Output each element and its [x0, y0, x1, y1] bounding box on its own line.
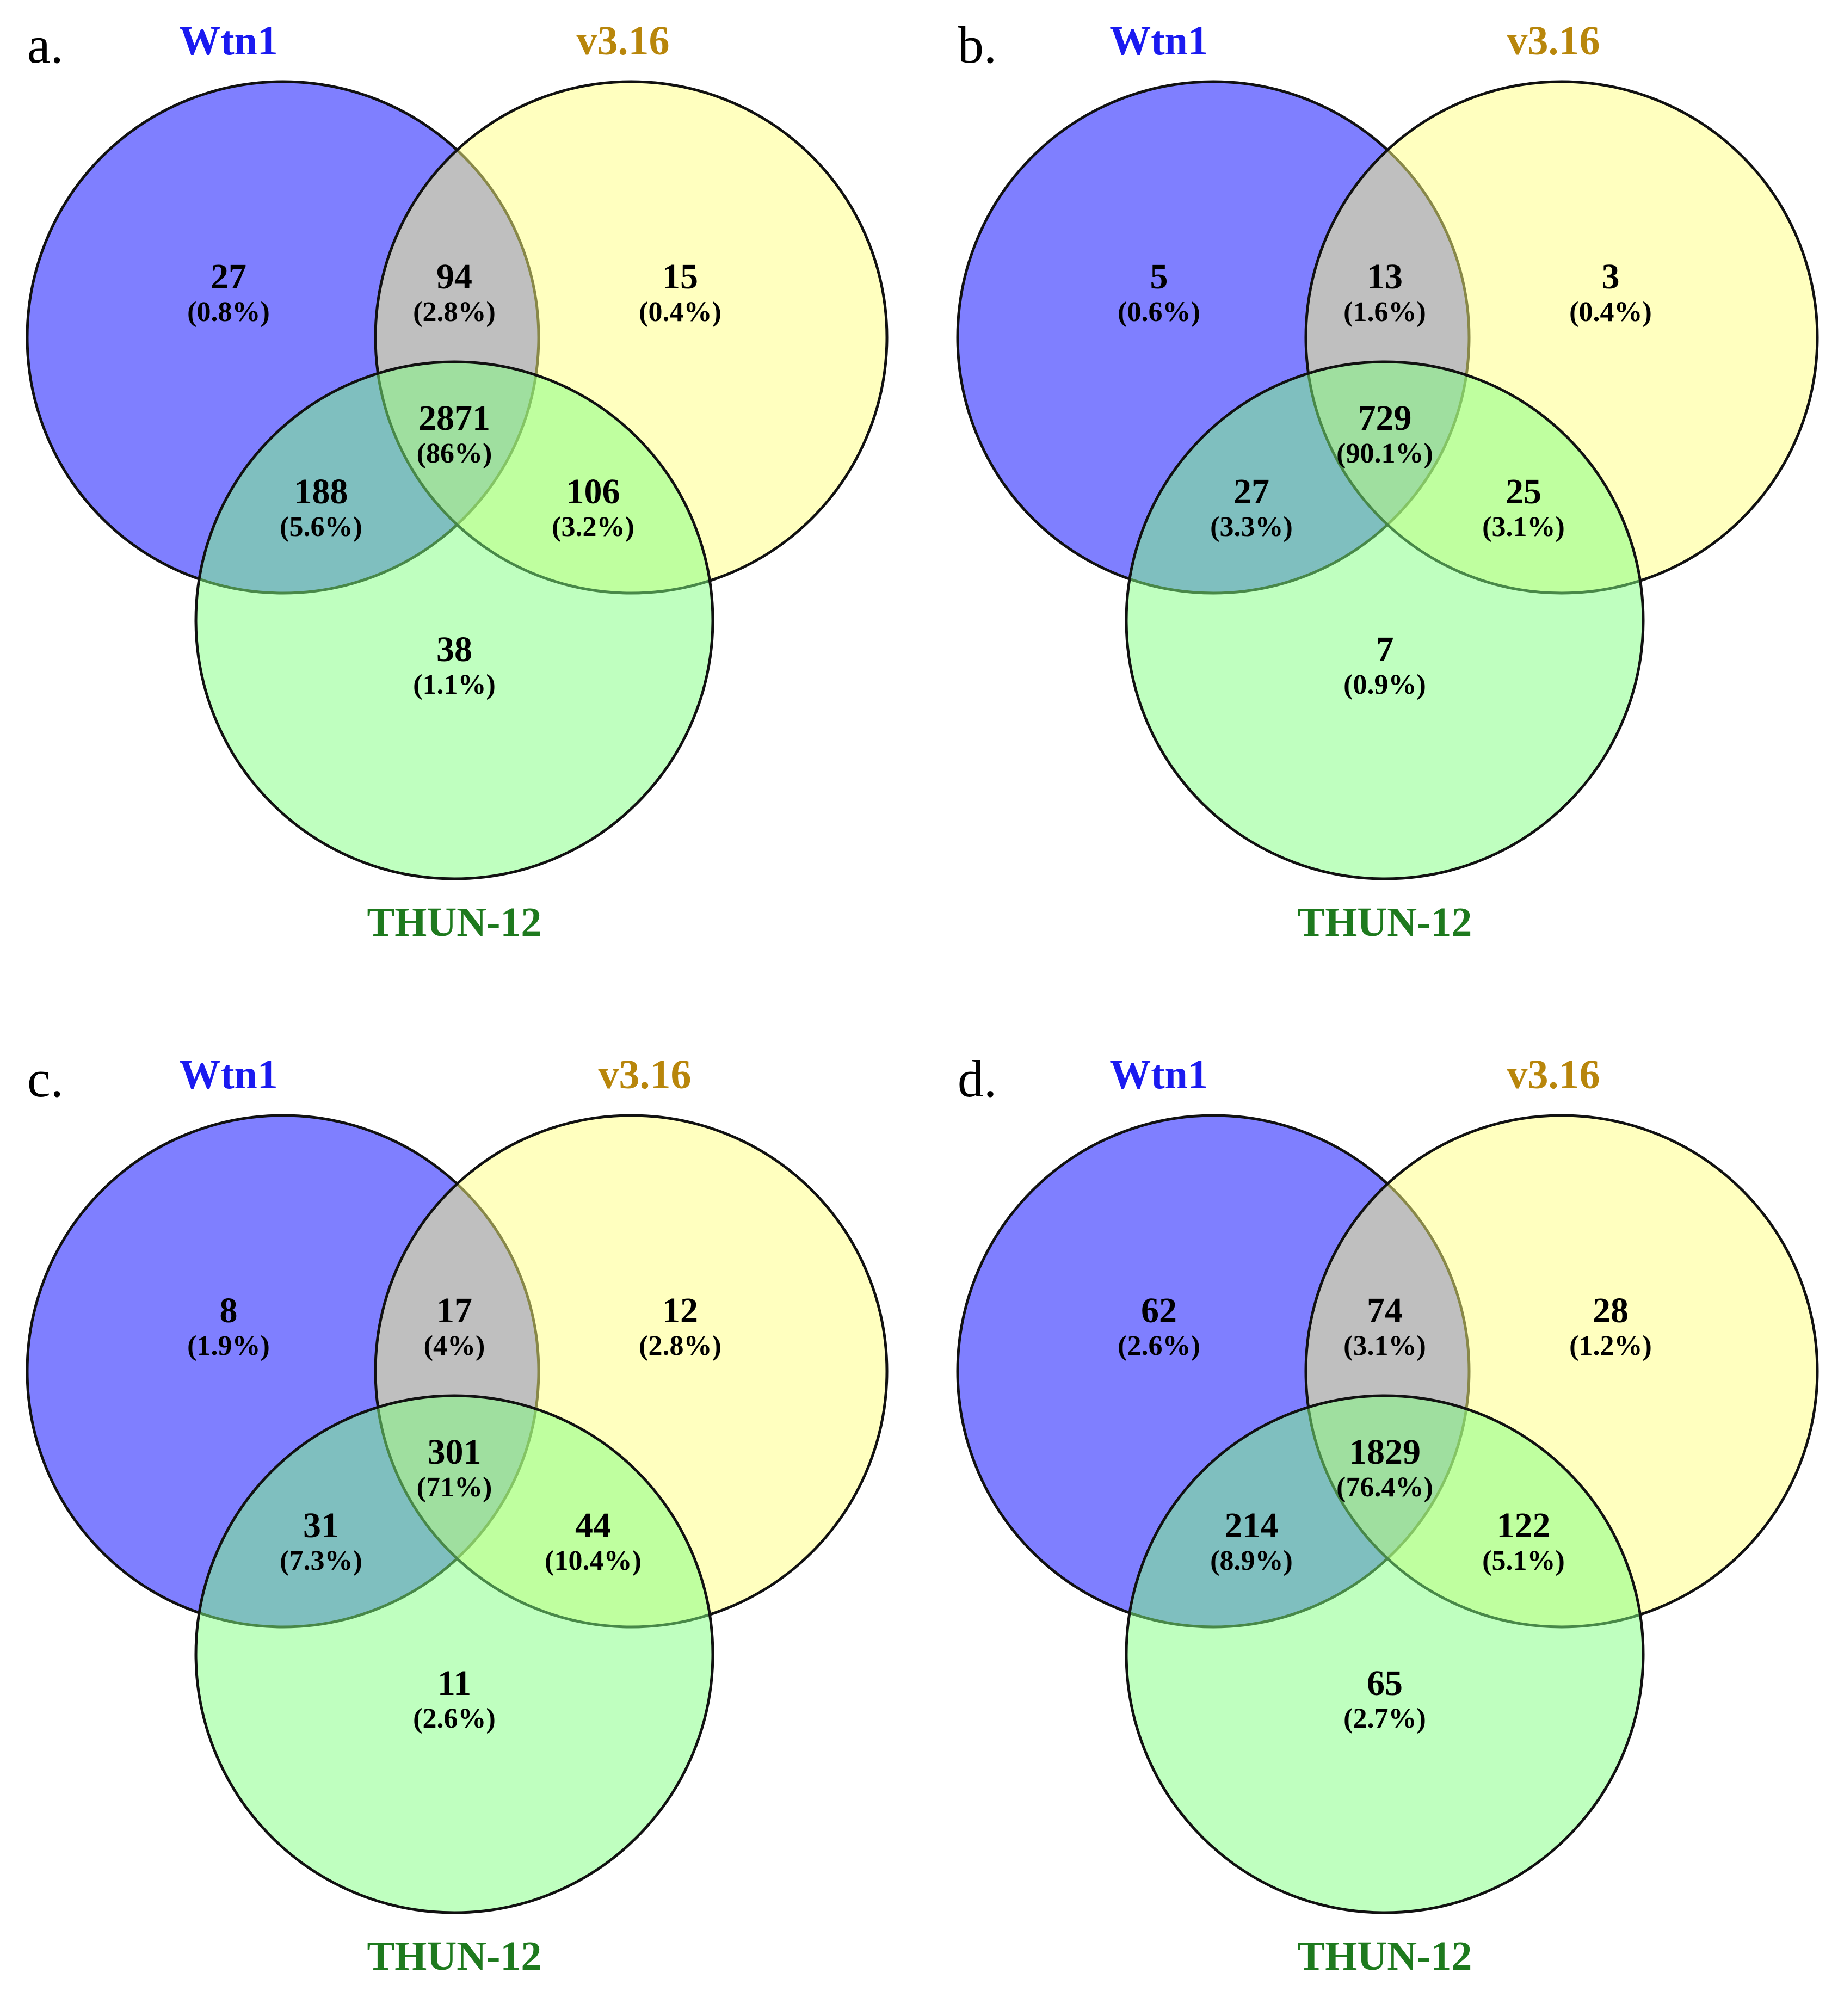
region-b_only-count: 12	[662, 1291, 698, 1330]
region-ab-count: 94	[436, 257, 472, 297]
region-bc-percent: (5.1%)	[1482, 1545, 1565, 1576]
set-label-wtn1: Wtn1	[179, 18, 278, 64]
region-c_only-count: 11	[437, 1663, 471, 1703]
region-b_only-count: 15	[662, 257, 698, 297]
region-b_only-percent: (1.2%)	[1569, 1330, 1652, 1361]
region-b_only-percent: (0.4%)	[1569, 297, 1652, 328]
set-label-v316: v3.16	[1507, 18, 1600, 64]
region-bc-percent: (10.4%)	[545, 1545, 642, 1576]
region-c_only-count: 38	[436, 630, 472, 669]
region-bc-percent: (3.1%)	[1482, 511, 1565, 542]
venn-panel-a: a. Wtn1 v3.16 THUN-12 27(0.8%) 94(2.8%) 15(0.4…	[26, 16, 889, 945]
set-label-thun12: THUN-12	[1298, 1933, 1472, 1979]
region-abc-percent: (76.4%)	[1336, 1472, 1433, 1503]
set-label-v316: v3.16	[1507, 1052, 1600, 1098]
set-label-v316: v3.16	[577, 18, 670, 64]
region-abc-percent: (90.1%)	[1336, 438, 1433, 469]
region-bc-percent: (3.2%)	[552, 511, 634, 542]
panel-letter: b.	[958, 16, 997, 74]
region-ab-count: 13	[1367, 257, 1403, 297]
region-abc-count: 2871	[418, 398, 490, 438]
region-a_only-count: 8	[220, 1291, 238, 1330]
region-ac-percent: (7.3%)	[280, 1545, 362, 1576]
region-abc-percent: (71%)	[417, 1472, 492, 1503]
region-ac-count: 188	[294, 472, 348, 511]
region-c_only-count: 7	[1376, 630, 1394, 669]
region-ab-percent: (4%)	[424, 1330, 485, 1361]
region-b_only-percent: (0.4%)	[639, 297, 721, 328]
region-abc-count: 1829	[1349, 1432, 1421, 1472]
region-ac-count: 214	[1225, 1506, 1279, 1545]
panel-letter: d.	[958, 1050, 997, 1108]
region-ab-percent: (1.6%)	[1343, 297, 1426, 328]
venn-panel-d: d. Wtn1 v3.16 THUN-12 62(2.6%) 74(3.1%) 28(1.2…	[956, 1050, 1819, 1979]
region-c_only-count: 65	[1367, 1663, 1403, 1703]
region-a_only-percent: (1.9%)	[187, 1330, 270, 1361]
region-abc-count: 729	[1358, 398, 1412, 438]
region-ac-count: 27	[1233, 472, 1269, 511]
set-label-wtn1: Wtn1	[1109, 1052, 1208, 1098]
region-b_only-percent: (2.8%)	[639, 1330, 721, 1361]
set-label-wtn1: Wtn1	[1109, 18, 1208, 64]
region-ac-count: 31	[303, 1506, 339, 1545]
region-c_only-percent: (2.6%)	[413, 1703, 496, 1734]
region-ab-percent: (2.8%)	[413, 297, 496, 328]
region-c_only-percent: (1.1%)	[413, 669, 496, 700]
region-a_only-count: 5	[1150, 257, 1168, 297]
region-c_only-percent: (0.9%)	[1343, 669, 1426, 700]
region-ac-percent: (5.6%)	[280, 511, 362, 542]
region-bc-count: 44	[575, 1506, 611, 1545]
region-bc-count: 106	[566, 472, 620, 511]
set-label-thun12: THUN-12	[1298, 899, 1472, 945]
venn-panel-c: c. Wtn1 v3.16 THUN-12 8(1.9%) 17(4%) 12(2.8%) 3…	[26, 1050, 889, 1979]
panel-letter: c.	[27, 1050, 64, 1108]
region-a_only-count: 27	[211, 257, 246, 297]
panel-letter: a.	[27, 16, 64, 74]
region-ab-count: 17	[436, 1291, 472, 1330]
region-ab-count: 74	[1367, 1291, 1403, 1330]
region-a_only-percent: (0.8%)	[187, 297, 270, 328]
region-bc-count: 25	[1506, 472, 1541, 511]
set-label-thun12: THUN-12	[367, 899, 542, 945]
set-label-wtn1: Wtn1	[179, 1052, 278, 1098]
region-bc-count: 122	[1497, 1506, 1551, 1545]
region-a_only-percent: (0.6%)	[1118, 297, 1200, 328]
region-c_only-percent: (2.7%)	[1343, 1703, 1426, 1734]
venn-panel-b: b. Wtn1 v3.16 THUN-12 5(0.6%) 13(1.6%) 3(0.4%)…	[956, 16, 1819, 945]
region-b_only-count: 28	[1593, 1291, 1629, 1330]
region-abc-count: 301	[428, 1432, 482, 1472]
circle-thun12	[194, 1394, 714, 1914]
region-ac-percent: (3.3%)	[1210, 511, 1293, 542]
region-abc-percent: (86%)	[417, 438, 492, 469]
set-label-thun12: THUN-12	[367, 1933, 542, 1979]
region-ab-percent: (3.1%)	[1343, 1330, 1426, 1361]
circle-thun12	[194, 360, 714, 880]
circle-thun12	[1125, 1394, 1645, 1914]
region-b_only-count: 3	[1602, 257, 1620, 297]
set-label-v316: v3.16	[599, 1052, 692, 1098]
region-a_only-percent: (2.6%)	[1118, 1330, 1200, 1361]
region-ac-percent: (8.9%)	[1210, 1545, 1293, 1576]
region-a_only-count: 62	[1141, 1291, 1177, 1330]
circle-thun12	[1125, 360, 1645, 880]
